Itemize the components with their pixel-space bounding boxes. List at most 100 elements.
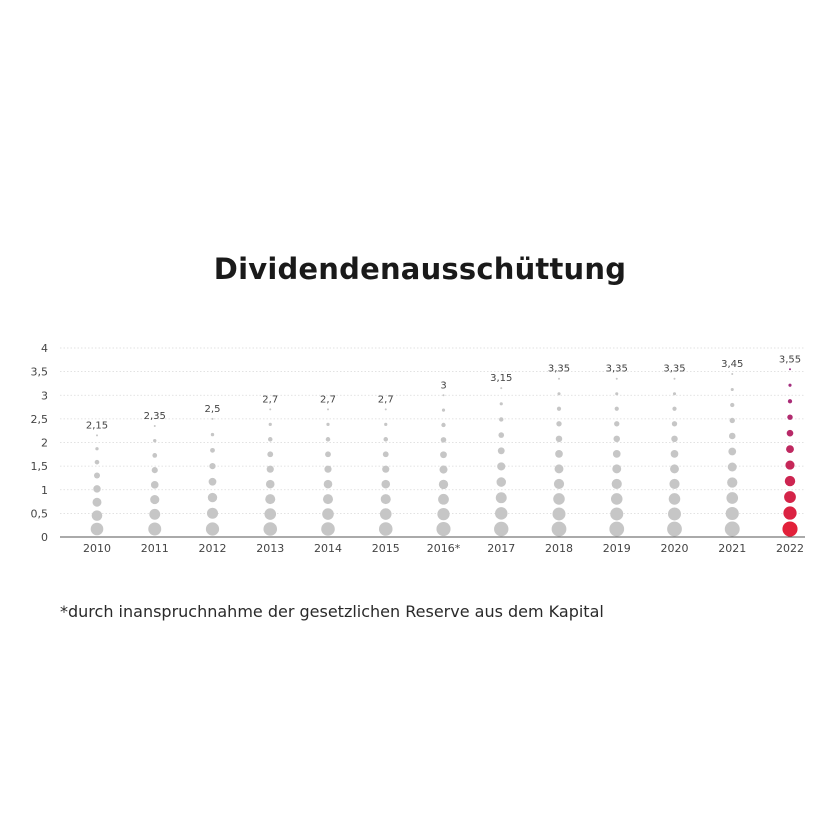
- data-label: 2,7: [378, 394, 394, 405]
- data-dot: [500, 387, 503, 390]
- data-dot: [382, 465, 390, 473]
- data-dot: [269, 408, 272, 411]
- x-tick-label: 2017: [487, 542, 515, 555]
- data-dot: [499, 402, 503, 406]
- data-dot: [496, 477, 507, 487]
- data-dot: [497, 447, 505, 455]
- data-dot: [729, 417, 735, 424]
- data-label: 3,35: [548, 364, 570, 375]
- data-dot: [153, 439, 157, 443]
- data-dot: [669, 478, 680, 490]
- data-dot: [378, 522, 393, 536]
- y-tick-label: 4: [41, 342, 48, 355]
- y-tick-label: 3,5: [31, 366, 49, 379]
- data-dot: [436, 521, 451, 537]
- data-dot: [668, 493, 681, 505]
- data-dot: [384, 408, 387, 411]
- x-tick-label: 2020: [661, 542, 689, 555]
- data-dot: [266, 465, 274, 473]
- data-dot: [381, 479, 391, 489]
- data-label: 3,35: [606, 364, 628, 375]
- x-tick-label: 2019: [603, 542, 631, 555]
- data-dot: [610, 493, 623, 505]
- data-dot: [267, 451, 274, 458]
- data-dot: [93, 472, 101, 479]
- x-tick-label: 2013: [256, 542, 284, 555]
- data-dot: [495, 492, 507, 504]
- data-dot: [322, 508, 334, 520]
- data-dot: [324, 465, 332, 473]
- data-dot: [554, 464, 564, 474]
- data-dot: [264, 508, 277, 520]
- data-dot: [724, 521, 740, 537]
- data-dot: [210, 432, 215, 437]
- data-dot: [789, 368, 791, 371]
- x-tick-label: 2010: [83, 542, 111, 555]
- data-dot: [557, 392, 561, 396]
- data-dot: [211, 417, 214, 420]
- data-dot: [725, 506, 739, 521]
- data-dot: [731, 372, 734, 375]
- data-dot: [728, 432, 736, 440]
- data-dot: [325, 437, 331, 442]
- data-dot: [323, 479, 333, 489]
- data-dot: [438, 479, 449, 490]
- data-label: 2,7: [320, 394, 336, 405]
- data-label: 2,5: [205, 404, 221, 415]
- data-dot: [497, 462, 506, 471]
- data-dot: [672, 406, 677, 411]
- data-dot: [556, 421, 562, 427]
- x-tick-label: 2021: [718, 542, 746, 555]
- data-label: 3,45: [721, 359, 743, 370]
- data-dot: [670, 450, 679, 458]
- data-dot: [727, 477, 738, 488]
- data-dot: [667, 521, 682, 537]
- y-tick-label: 0: [41, 531, 48, 544]
- data-dot: [265, 494, 276, 505]
- data-dot: [96, 434, 98, 437]
- data-dot: [611, 478, 622, 490]
- data-label: 3,55: [779, 354, 801, 365]
- y-tick-label: 2: [41, 437, 48, 450]
- data-dot: [152, 453, 158, 458]
- data-dot: [327, 408, 329, 411]
- data-dot: [614, 406, 619, 411]
- data-dot: [551, 521, 567, 537]
- data-dot: [91, 510, 103, 521]
- data-dot: [726, 492, 739, 504]
- y-tick-label: 2,5: [31, 413, 49, 426]
- data-dot: [442, 394, 445, 397]
- data-dot: [440, 451, 447, 459]
- data-label: 3: [440, 380, 446, 391]
- data-dot: [90, 522, 104, 536]
- data-dot: [670, 464, 679, 474]
- data-dot: [671, 435, 678, 443]
- data-dot: [150, 494, 160, 505]
- x-tick-label: 2014: [314, 542, 342, 555]
- data-dot: [555, 435, 563, 443]
- data-dot: [552, 507, 566, 521]
- data-dot: [209, 462, 216, 470]
- data-dot: [150, 481, 159, 489]
- data-dot: [95, 447, 99, 451]
- data-dot: [787, 414, 793, 420]
- x-tick-label: 2018: [545, 542, 573, 555]
- data-dot: [610, 507, 624, 521]
- data-dot: [787, 399, 793, 404]
- data-label: 3,15: [490, 373, 512, 384]
- data-dot: [613, 435, 620, 443]
- data-dot: [727, 462, 737, 472]
- data-dot: [380, 494, 391, 505]
- data-dot: [267, 437, 273, 442]
- data-dot: [325, 451, 331, 458]
- data-dot: [441, 408, 446, 412]
- data-label: 2,7: [262, 394, 278, 405]
- data-dot: [153, 424, 156, 427]
- data-dot: [268, 422, 272, 426]
- data-dot: [322, 494, 334, 505]
- data-dot: [786, 429, 794, 437]
- y-tick-label: 1,5: [31, 460, 49, 473]
- data-dot: [208, 477, 217, 486]
- x-tick-label: 2012: [199, 542, 227, 555]
